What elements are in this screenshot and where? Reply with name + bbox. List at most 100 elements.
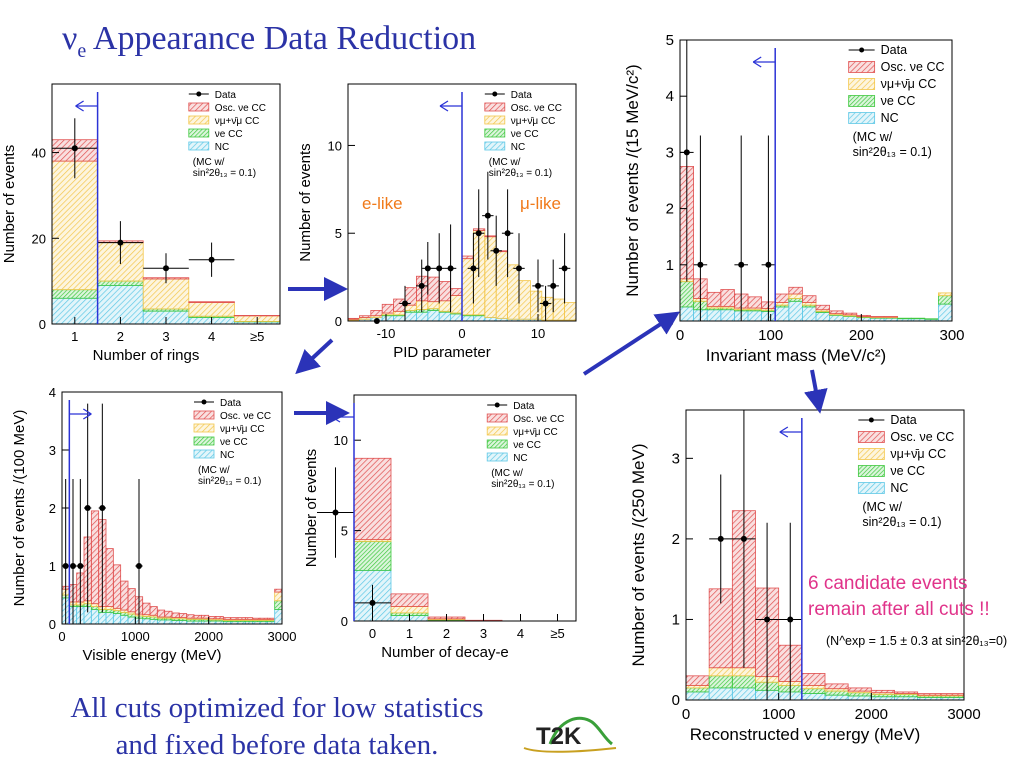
cut-arrow-head bbox=[439, 100, 449, 112]
x-axis-label: PID parameter bbox=[393, 344, 491, 361]
t2k-logo: T2K bbox=[523, 716, 617, 753]
x-tick-label: 0 bbox=[676, 327, 684, 344]
data-point bbox=[436, 265, 443, 272]
y-tick-label: 5 bbox=[335, 226, 342, 241]
data-point bbox=[84, 505, 91, 511]
osc-bar bbox=[802, 295, 817, 303]
data-point bbox=[542, 300, 549, 307]
data-point bbox=[424, 265, 431, 272]
y-tick-label: 40 bbox=[32, 146, 46, 161]
data-point bbox=[136, 563, 142, 569]
legend-osc-label: Osc. νe CC bbox=[215, 103, 266, 114]
y-axis-label: Number of events bbox=[303, 449, 320, 567]
legend-nc-label: NC bbox=[513, 453, 527, 464]
data-point bbox=[535, 282, 541, 289]
legend-numu-swatch bbox=[484, 115, 506, 125]
data-point bbox=[550, 282, 557, 289]
legend-nue-label: νe CC bbox=[511, 129, 539, 140]
legend-osc-label: Osc. νe CC bbox=[220, 411, 271, 422]
legend-nc-swatch bbox=[857, 482, 885, 494]
legend-mc-note: (MC w/ bbox=[491, 468, 523, 479]
x-tick-label: 0 bbox=[58, 629, 65, 644]
legend-mc-note: (MC w/ bbox=[198, 465, 230, 476]
legend-data-marker bbox=[201, 399, 207, 405]
x-tick-label: 200 bbox=[849, 327, 874, 344]
x-tick-label: -10 bbox=[377, 326, 396, 341]
legend-mc-note: sin²2θ₁₃ = 0.1) bbox=[491, 479, 554, 490]
data-point bbox=[493, 247, 500, 254]
legend-data-marker bbox=[494, 402, 500, 408]
legend-mc-note: sin²2θ₁₃ = 0.1) bbox=[862, 515, 941, 529]
data-point bbox=[71, 145, 78, 152]
arrow-to-mass bbox=[582, 311, 681, 376]
legend-numu-label: νμ+ν̄μ CC bbox=[881, 77, 937, 91]
y-tick-label: 1 bbox=[49, 559, 56, 574]
x-tick-label: 3000 bbox=[947, 706, 980, 723]
x-tick-label: 2 bbox=[443, 626, 450, 641]
y-tick-label: 5 bbox=[666, 32, 674, 49]
x-tick-label: 3 bbox=[480, 626, 487, 641]
legend-nue-swatch bbox=[484, 128, 506, 138]
y-axis-label: Number of events /(250 MeV) bbox=[629, 444, 648, 667]
legend-nue-swatch bbox=[857, 465, 885, 477]
osc-bar bbox=[824, 683, 849, 690]
legend-data-label: Data bbox=[215, 90, 237, 101]
legend-data-label: Data bbox=[890, 413, 916, 427]
legend-mc-note: (MC w/ bbox=[853, 130, 893, 144]
osc-bar bbox=[815, 304, 831, 311]
legend-nc-label: NC bbox=[511, 142, 525, 153]
cut-arrow-head bbox=[75, 100, 84, 112]
data-point bbox=[764, 616, 771, 623]
y-axis-label: Number of events /(15 MeV/c²) bbox=[623, 64, 642, 296]
legend-mc-note: (MC w/ bbox=[862, 500, 902, 514]
legend-nue-label: νe CC bbox=[220, 437, 248, 448]
x-axis-label: Number of rings bbox=[93, 347, 200, 364]
osc-bar bbox=[894, 691, 919, 694]
data-point bbox=[504, 230, 511, 237]
data-point bbox=[77, 563, 84, 569]
data-point bbox=[369, 599, 376, 606]
cut-arrow-head bbox=[82, 408, 92, 420]
legend-numu-swatch bbox=[857, 448, 885, 460]
x-tick-label: 2 bbox=[117, 329, 124, 344]
x-tick-label: 0 bbox=[682, 706, 690, 723]
legend-nc-swatch bbox=[193, 449, 215, 459]
x-tick-label: ≥5 bbox=[550, 626, 564, 641]
y-tick-label: 10 bbox=[334, 433, 348, 448]
y-tick-label: 0 bbox=[341, 614, 348, 629]
legend-mc-note: sin²2θ₁₃ = 0.1) bbox=[853, 145, 932, 159]
data-point bbox=[447, 265, 454, 272]
data-point bbox=[787, 616, 794, 623]
data-point bbox=[738, 261, 745, 268]
osc-bar bbox=[870, 689, 895, 694]
y-tick-label: 3 bbox=[666, 144, 674, 161]
y-tick-label: 2 bbox=[672, 531, 680, 548]
data-point bbox=[740, 535, 747, 542]
nexp-note: (N^exp = 1.5 ± 0.3 at sin²2θ₁₃=0) bbox=[826, 634, 1008, 648]
y-tick-label: 2 bbox=[49, 501, 56, 516]
data-point bbox=[717, 535, 724, 542]
x-tick-label: 4 bbox=[517, 626, 524, 641]
legend-nue-label: νe CC bbox=[215, 129, 243, 140]
x-axis-label: Number of decay-e bbox=[381, 644, 509, 661]
legend-nue-label: νe CC bbox=[513, 440, 541, 451]
legend-data-marker bbox=[196, 91, 202, 97]
data-point bbox=[561, 265, 568, 272]
osc-bar bbox=[856, 314, 871, 317]
svg-text:T2K: T2K bbox=[536, 723, 582, 750]
x-tick-label: 2000 bbox=[194, 629, 223, 644]
osc-bar bbox=[188, 301, 235, 303]
osc-bar bbox=[842, 312, 858, 316]
data-point bbox=[117, 239, 124, 246]
x-tick-label: 100 bbox=[758, 327, 783, 344]
legend-numu-label: νμ+ν̄μ CC bbox=[513, 427, 558, 438]
legend-osc-label: Osc. νe CC bbox=[890, 430, 954, 444]
data-point bbox=[697, 261, 704, 268]
data-point bbox=[470, 265, 477, 272]
osc-bar bbox=[883, 316, 899, 318]
y-tick-label: 0 bbox=[335, 314, 342, 329]
legend-data-marker bbox=[492, 91, 498, 97]
